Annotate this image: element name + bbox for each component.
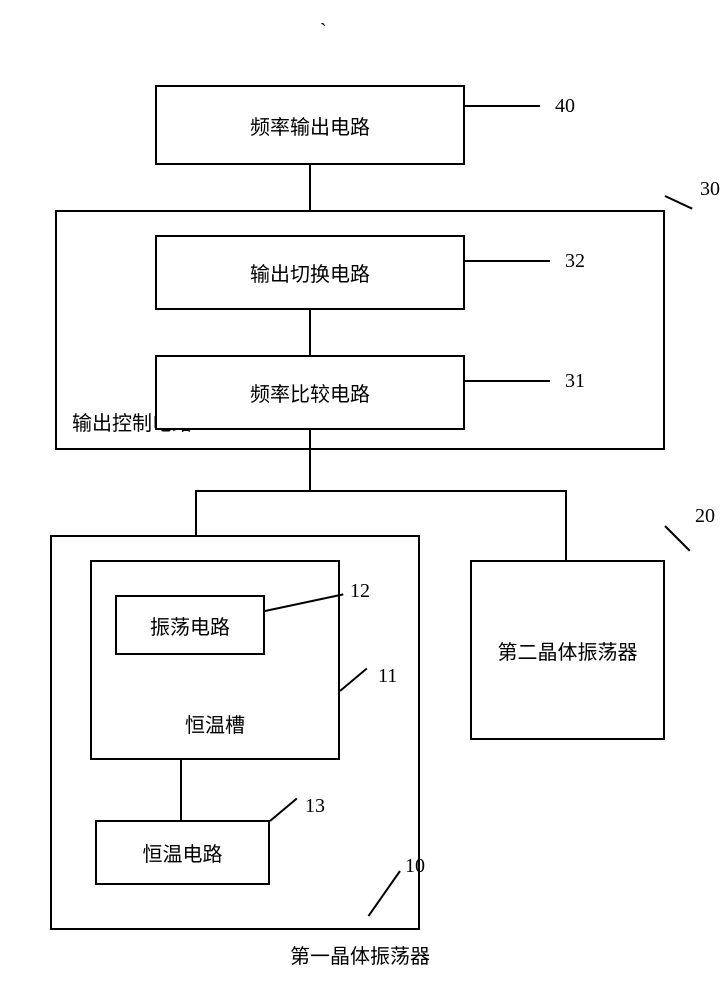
block-oven-label: 恒温槽 bbox=[185, 709, 245, 738]
leader-30 bbox=[665, 195, 693, 209]
block-switch-label: 输出切换电路 bbox=[250, 258, 370, 287]
leader-20 bbox=[664, 525, 690, 551]
conn-31-down bbox=[309, 430, 311, 490]
ref-11: 11 bbox=[378, 665, 397, 688]
leader-31 bbox=[465, 380, 550, 382]
block-freq-output: 频率输出电路 bbox=[155, 85, 465, 165]
ref-12: 12 bbox=[350, 580, 370, 603]
leader-32 bbox=[465, 260, 550, 262]
ref-20: 20 bbox=[695, 505, 715, 528]
block-thermo: 恒温电路 bbox=[95, 820, 270, 885]
ref-40: 40 bbox=[555, 95, 575, 118]
diagram-canvas: ` 频率输出电路 40 输出控制电路 30 输出切换电路 32 频率比较电路 3… bbox=[0, 0, 727, 1000]
ref-32: 32 bbox=[565, 250, 585, 273]
block-switch: 输出切换电路 bbox=[155, 235, 465, 310]
block-compare: 频率比较电路 bbox=[155, 355, 465, 430]
ref-13: 13 bbox=[305, 795, 325, 818]
conn-11-13 bbox=[180, 760, 182, 820]
leader-40 bbox=[465, 105, 540, 107]
block-osc2: 第二晶体振荡器 bbox=[470, 560, 665, 740]
ref-31: 31 bbox=[565, 370, 585, 393]
block-oven: 恒温槽 bbox=[90, 560, 340, 760]
block-thermo-label: 恒温电路 bbox=[143, 838, 223, 867]
tick-mark: ` bbox=[320, 20, 327, 43]
ref-10: 10 bbox=[405, 855, 425, 878]
conn-split-h bbox=[195, 490, 567, 492]
conn-right-down bbox=[565, 490, 567, 560]
conn-32-31 bbox=[309, 310, 311, 355]
block-osc-circuit: 振荡电路 bbox=[115, 595, 265, 655]
block-osc1-label: 第一晶体振荡器 bbox=[290, 940, 430, 969]
ref-30: 30 bbox=[700, 178, 720, 201]
block-osc-circuit-label: 振荡电路 bbox=[150, 611, 230, 640]
block-freq-output-label: 频率输出电路 bbox=[250, 111, 370, 140]
block-osc2-label: 第二晶体振荡器 bbox=[498, 636, 638, 665]
block-compare-label: 频率比较电路 bbox=[250, 378, 370, 407]
